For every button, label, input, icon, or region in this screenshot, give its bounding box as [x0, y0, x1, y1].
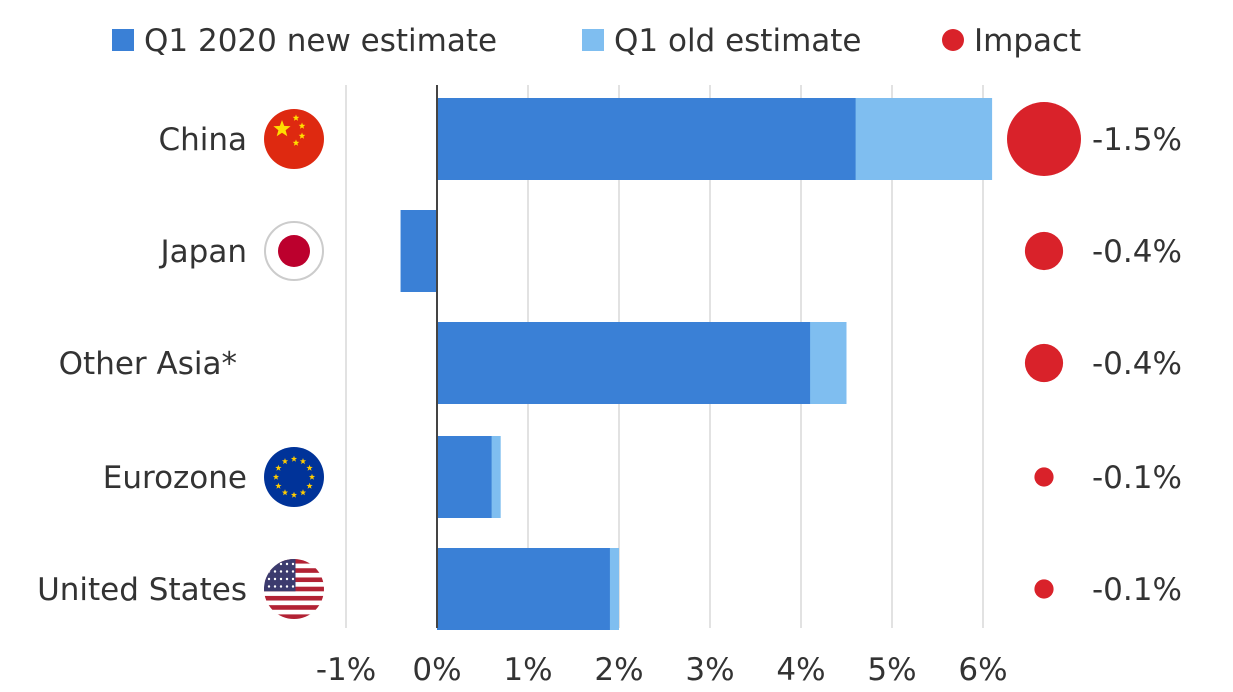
- x-tick-label-3: 2%: [594, 652, 643, 688]
- legend-label-0: Q1 2020 new estimate: [144, 23, 497, 59]
- eu-flag-icon: [264, 447, 324, 507]
- bar-new-estimate-1: [400, 210, 437, 292]
- x-tick-label-2: 1%: [503, 652, 552, 688]
- legend-swatch-2: [942, 29, 964, 51]
- category-label-0: China: [158, 122, 247, 158]
- china-flag-icon: [264, 109, 324, 169]
- x-tick-label-7: 6%: [958, 652, 1007, 688]
- x-tick-label-1: 0%: [412, 652, 461, 688]
- category-label-3: Eurozone: [103, 460, 247, 496]
- bars: [400, 98, 993, 630]
- legend-swatch-1: [582, 29, 604, 51]
- category-label-1: Japan: [159, 234, 247, 270]
- x-tick-label-6: 5%: [867, 652, 916, 688]
- category-labels: China Japan Other Asia* Eurozone United Stat…: [37, 122, 247, 608]
- flags: [264, 109, 324, 619]
- impact-label-2: -0.4%: [1092, 346, 1182, 382]
- category-label-2: Other Asia*: [59, 346, 237, 382]
- japan-flag-icon: [264, 221, 324, 281]
- impact-label-1: -0.4%: [1092, 234, 1182, 270]
- impact-marker-0: [1007, 102, 1081, 176]
- bar-new-estimate-0: [437, 98, 856, 180]
- legend-swatch-0: [112, 29, 134, 51]
- x-tick-labels: -1% 0% 1% 2% 3% 4% 5% 6%: [316, 652, 1008, 688]
- impact-label-3: -0.1%: [1092, 460, 1182, 496]
- impact-marker-1: [1024, 231, 1064, 271]
- impact-markers: -1.5% -0.4% -0.4% -0.1% -0.1%: [1007, 102, 1182, 608]
- legend-label-2: Impact: [974, 23, 1081, 59]
- x-tick-label-0: -1%: [316, 652, 376, 688]
- x-tick-label-5: 4%: [776, 652, 825, 688]
- impact-label-4: -0.1%: [1092, 572, 1182, 608]
- us-flag-icon: [264, 559, 324, 619]
- category-label-4: United States: [37, 572, 247, 608]
- bar-new-estimate-2: [437, 322, 811, 404]
- impact-marker-4: [1034, 579, 1054, 599]
- legend: Q1 2020 new estimate Q1 old estimate Impac…: [112, 23, 1081, 59]
- impact-label-0: -1.5%: [1092, 122, 1182, 158]
- x-tick-label-4: 3%: [685, 652, 734, 688]
- legend-label-1: Q1 old estimate: [614, 23, 862, 59]
- impact-marker-2: [1024, 343, 1064, 383]
- bar-new-estimate-4: [437, 548, 610, 630]
- impact-marker-3: [1034, 467, 1054, 487]
- bar-new-estimate-3: [437, 436, 492, 518]
